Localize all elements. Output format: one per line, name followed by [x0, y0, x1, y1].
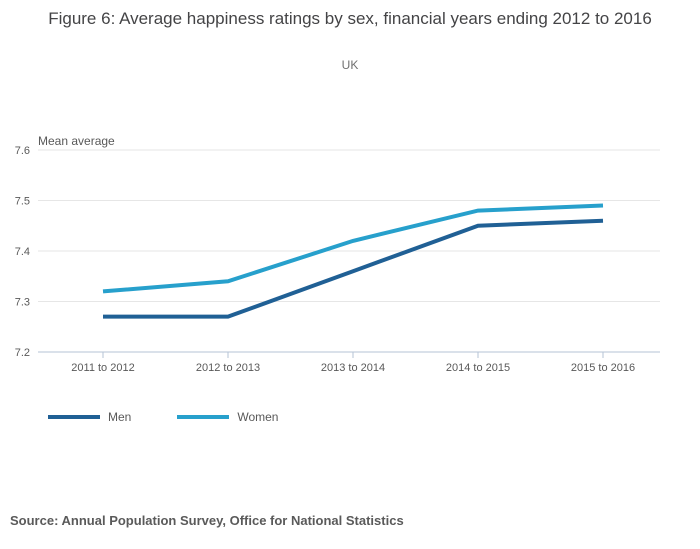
x-tick-label: 2015 to 2016	[571, 362, 635, 374]
y-tick-label: 7.2	[15, 347, 30, 359]
x-tick-label: 2011 to 2012	[71, 362, 134, 374]
y-tick-label: 7.4	[15, 246, 30, 258]
y-axis-unit-label: Mean average	[38, 134, 115, 148]
line-chart-canvas: 7.2 7.3 7.4 7.5 7.6 2011 to 2012 2012 to 2013 2…	[15, 145, 660, 374]
figure-subtitle: UK	[341, 58, 359, 72]
source-attribution: Source: Annual Population Survey, Office…	[10, 513, 404, 528]
x-tick-label: 2014 to 2015	[446, 362, 510, 374]
legend: Men Women	[48, 410, 278, 424]
women-series-swatch	[177, 415, 230, 419]
x-tick-label: 2013 to 2014	[321, 362, 385, 374]
legend-item-women[interactable]: Women	[177, 410, 278, 424]
x-tick-label: 2012 to 2013	[196, 362, 260, 374]
figure-title: Figure 6: Average happiness ratings by s…	[48, 9, 652, 28]
y-tick-label: 7.3	[15, 297, 30, 309]
legend-label-women: Women	[237, 410, 279, 424]
series-line-women	[102, 203, 604, 294]
y-tick-label: 7.6	[15, 145, 30, 157]
y-tick-label: 7.5	[15, 196, 30, 208]
legend-label-men: Men	[108, 410, 132, 424]
series-line-men	[103, 218, 604, 319]
men-series-swatch	[48, 415, 100, 419]
legend-item-men[interactable]: Men	[48, 410, 131, 424]
